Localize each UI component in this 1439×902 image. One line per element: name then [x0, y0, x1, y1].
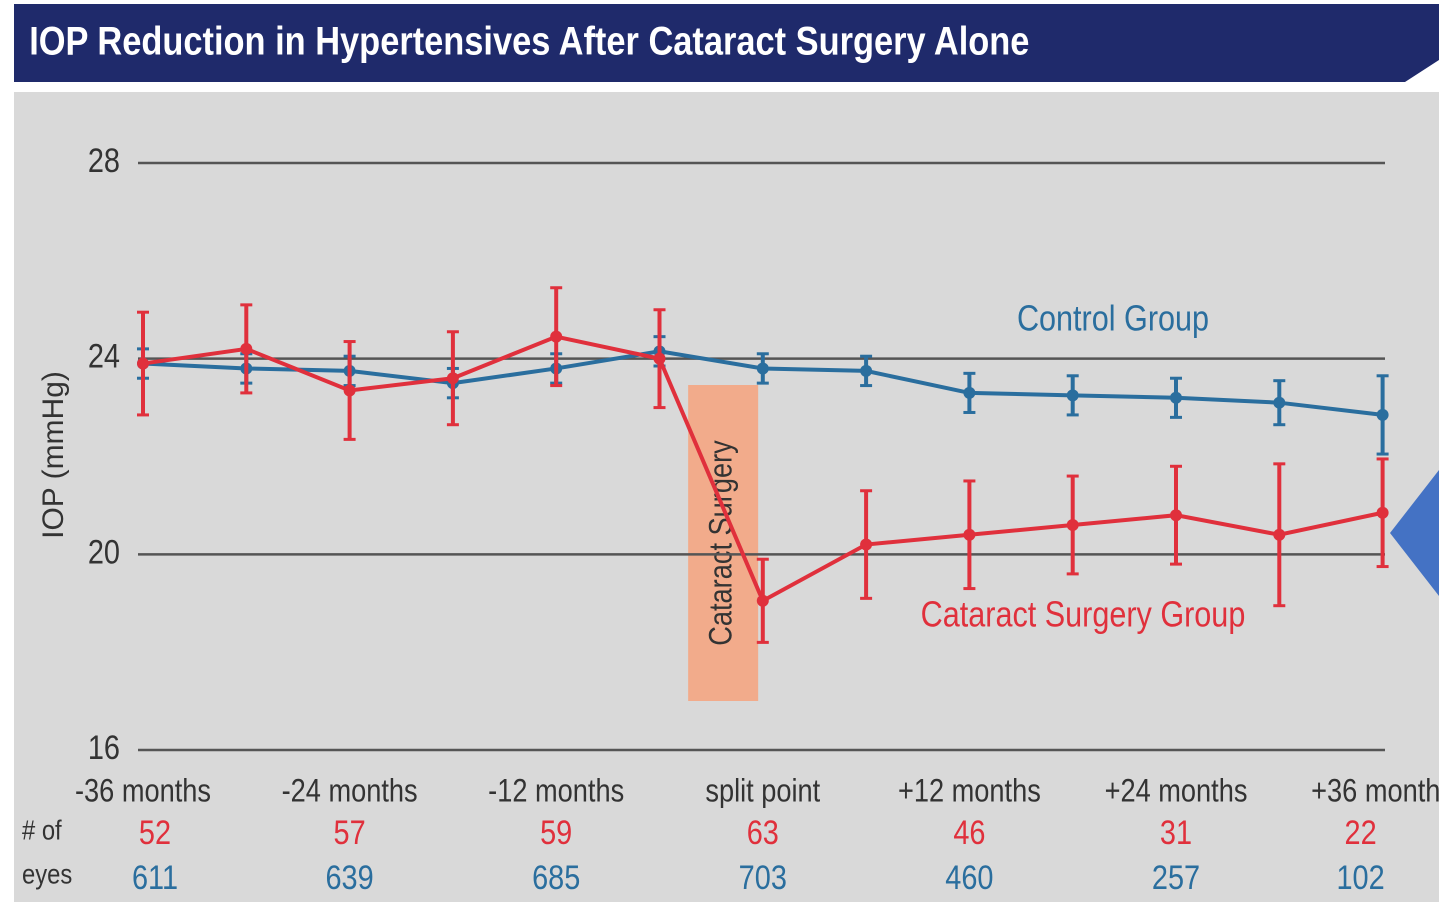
x-tick-label: -24 months: [282, 773, 418, 809]
eyes-count: 63: [747, 813, 779, 852]
eyes-count: 611: [132, 858, 178, 897]
eyes-count: 102: [1336, 858, 1384, 897]
point: [1066, 389, 1079, 402]
eyes-count: 57: [334, 813, 366, 852]
y-tick-label: 20: [88, 532, 120, 571]
eyes-count: 460: [945, 858, 993, 897]
point: [1066, 518, 1079, 531]
point: [756, 594, 769, 607]
point: [653, 352, 666, 365]
series-label: Cataract Surgery Group: [921, 595, 1246, 635]
x-tick-label: -36 months: [75, 773, 211, 809]
y-tick-label: 28: [88, 141, 120, 180]
eyes-count: 22: [1345, 813, 1377, 852]
eyes-count: 685: [532, 858, 580, 897]
y-tick-label: 16: [88, 728, 120, 767]
eyes-count: 52: [139, 813, 171, 852]
eyes-label: eyes: [22, 858, 72, 890]
eyes-count: 46: [953, 813, 985, 852]
series-label: Control Group: [1017, 299, 1209, 339]
pointer-triangle: [1390, 470, 1439, 596]
point: [1273, 528, 1286, 541]
x-tick-label: +36 months: [1311, 773, 1439, 809]
point: [860, 364, 873, 377]
point: [1170, 509, 1182, 522]
eyes-count: 257: [1152, 858, 1200, 897]
point: [1273, 396, 1286, 409]
point: [1170, 391, 1182, 404]
x-tick-label: split point: [705, 773, 821, 809]
eyes-label: # of: [22, 814, 62, 846]
point: [860, 538, 873, 551]
eyes-count: 639: [325, 858, 373, 897]
point: [137, 357, 149, 370]
title-banner: [14, 4, 1439, 82]
eyes-count: 703: [739, 858, 787, 897]
y-tick-label: 24: [88, 336, 120, 375]
point: [240, 342, 253, 355]
annotation-box: [688, 385, 759, 701]
point: [963, 386, 976, 399]
point: [1376, 408, 1389, 421]
point: [550, 330, 563, 343]
x-tick-label: -12 months: [488, 773, 624, 809]
point: [343, 384, 356, 397]
y-axis-label: IOP (mmHg): [37, 371, 70, 539]
x-tick-label: +24 months: [1105, 773, 1248, 809]
point: [756, 362, 769, 375]
point: [1376, 506, 1389, 519]
x-tick-label: +12 months: [898, 773, 1041, 809]
chart-title: IOP Reduction in Hypertensives After Cat…: [29, 18, 1029, 63]
eyes-count: 31: [1160, 813, 1192, 852]
point: [446, 372, 459, 385]
point: [963, 528, 976, 541]
eyes-count: 59: [540, 813, 572, 852]
